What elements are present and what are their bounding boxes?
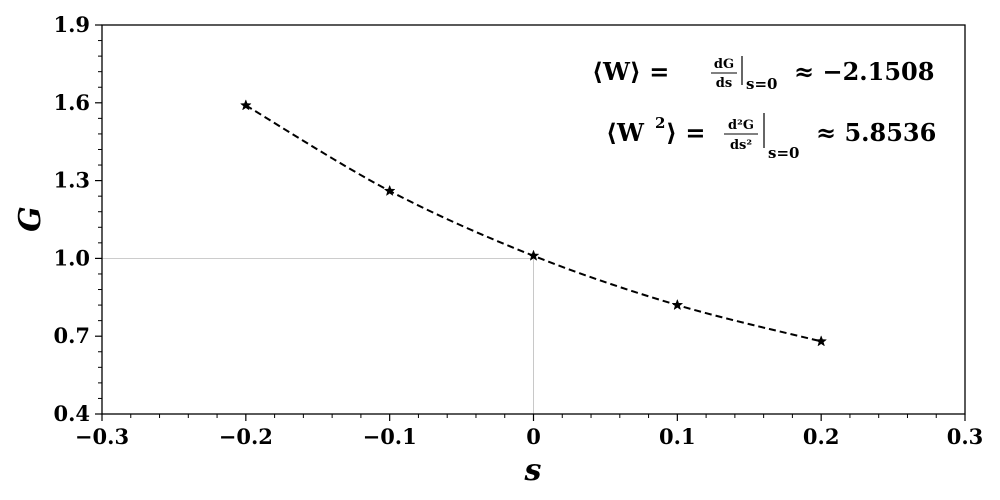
y-tick-label: 1.9 [53,12,90,37]
annotation-second-subscript: s=0 [768,144,799,162]
data-point-star [815,335,828,347]
x-tick-label: −0.2 [219,424,273,449]
y-tick-label: 0.4 [53,401,90,426]
x-tick-label: 0.1 [659,424,696,449]
x-tick-label: 0.3 [947,424,984,449]
y-tick-label: 0.7 [53,323,90,348]
data-point-star [671,298,684,311]
x-tick-label: 0 [526,424,541,449]
annotation-mean-numerator: dG [714,57,734,72]
annotation-second-rhs: ≈ 5.8536 [816,118,936,147]
y-tick-label: 1.6 [53,90,90,115]
annotation-mean-lhs: ⟨W⟩ = [592,57,669,86]
data-point-star [239,99,252,111]
x-axis-label: s [524,453,542,488]
x-tick-label: −0.3 [75,424,129,449]
major-ticks: −0.3 −0.2 −0.1 0 0.1 0.2 0.3 0.4 0.7 1.0 1.3 1.6 1.9 [53,12,983,449]
plot-frame [101,24,966,415]
series-layer [239,99,828,347]
y-tick-label: 1.0 [53,245,90,270]
y-tick-label: 1.3 [53,168,90,193]
annotation-second-denominator: ds² [730,138,752,153]
x-tick-label: −0.1 [363,424,417,449]
annotation-mean-rhs: ≈ −2.1508 [794,57,934,86]
annotation-second-lhs: ⟨W [606,118,645,147]
minor-ticks [98,40,937,418]
reference-lines [102,257,534,414]
annotation-mean-denominator: ds [716,76,732,91]
annotation-second-moment: ⟨W 2 ⟩ = d²G ds² s=0 ≈ 5.8536 [606,113,936,162]
annotation-second-lhs-close: ⟩ = [666,118,705,147]
annotation-second-sup: 2 [655,114,665,132]
annotation-mean: ⟨W⟩ = dG ds s=0 ≈ −2.1508 [592,56,934,93]
data-point-star [383,184,396,196]
x-tick-label: 0.2 [803,424,840,449]
annotation-mean-subscript: s=0 [746,75,777,93]
annotation-second-numerator: d²G [728,118,754,133]
y-axis-label: G [13,206,48,232]
data-point-star [527,249,540,261]
